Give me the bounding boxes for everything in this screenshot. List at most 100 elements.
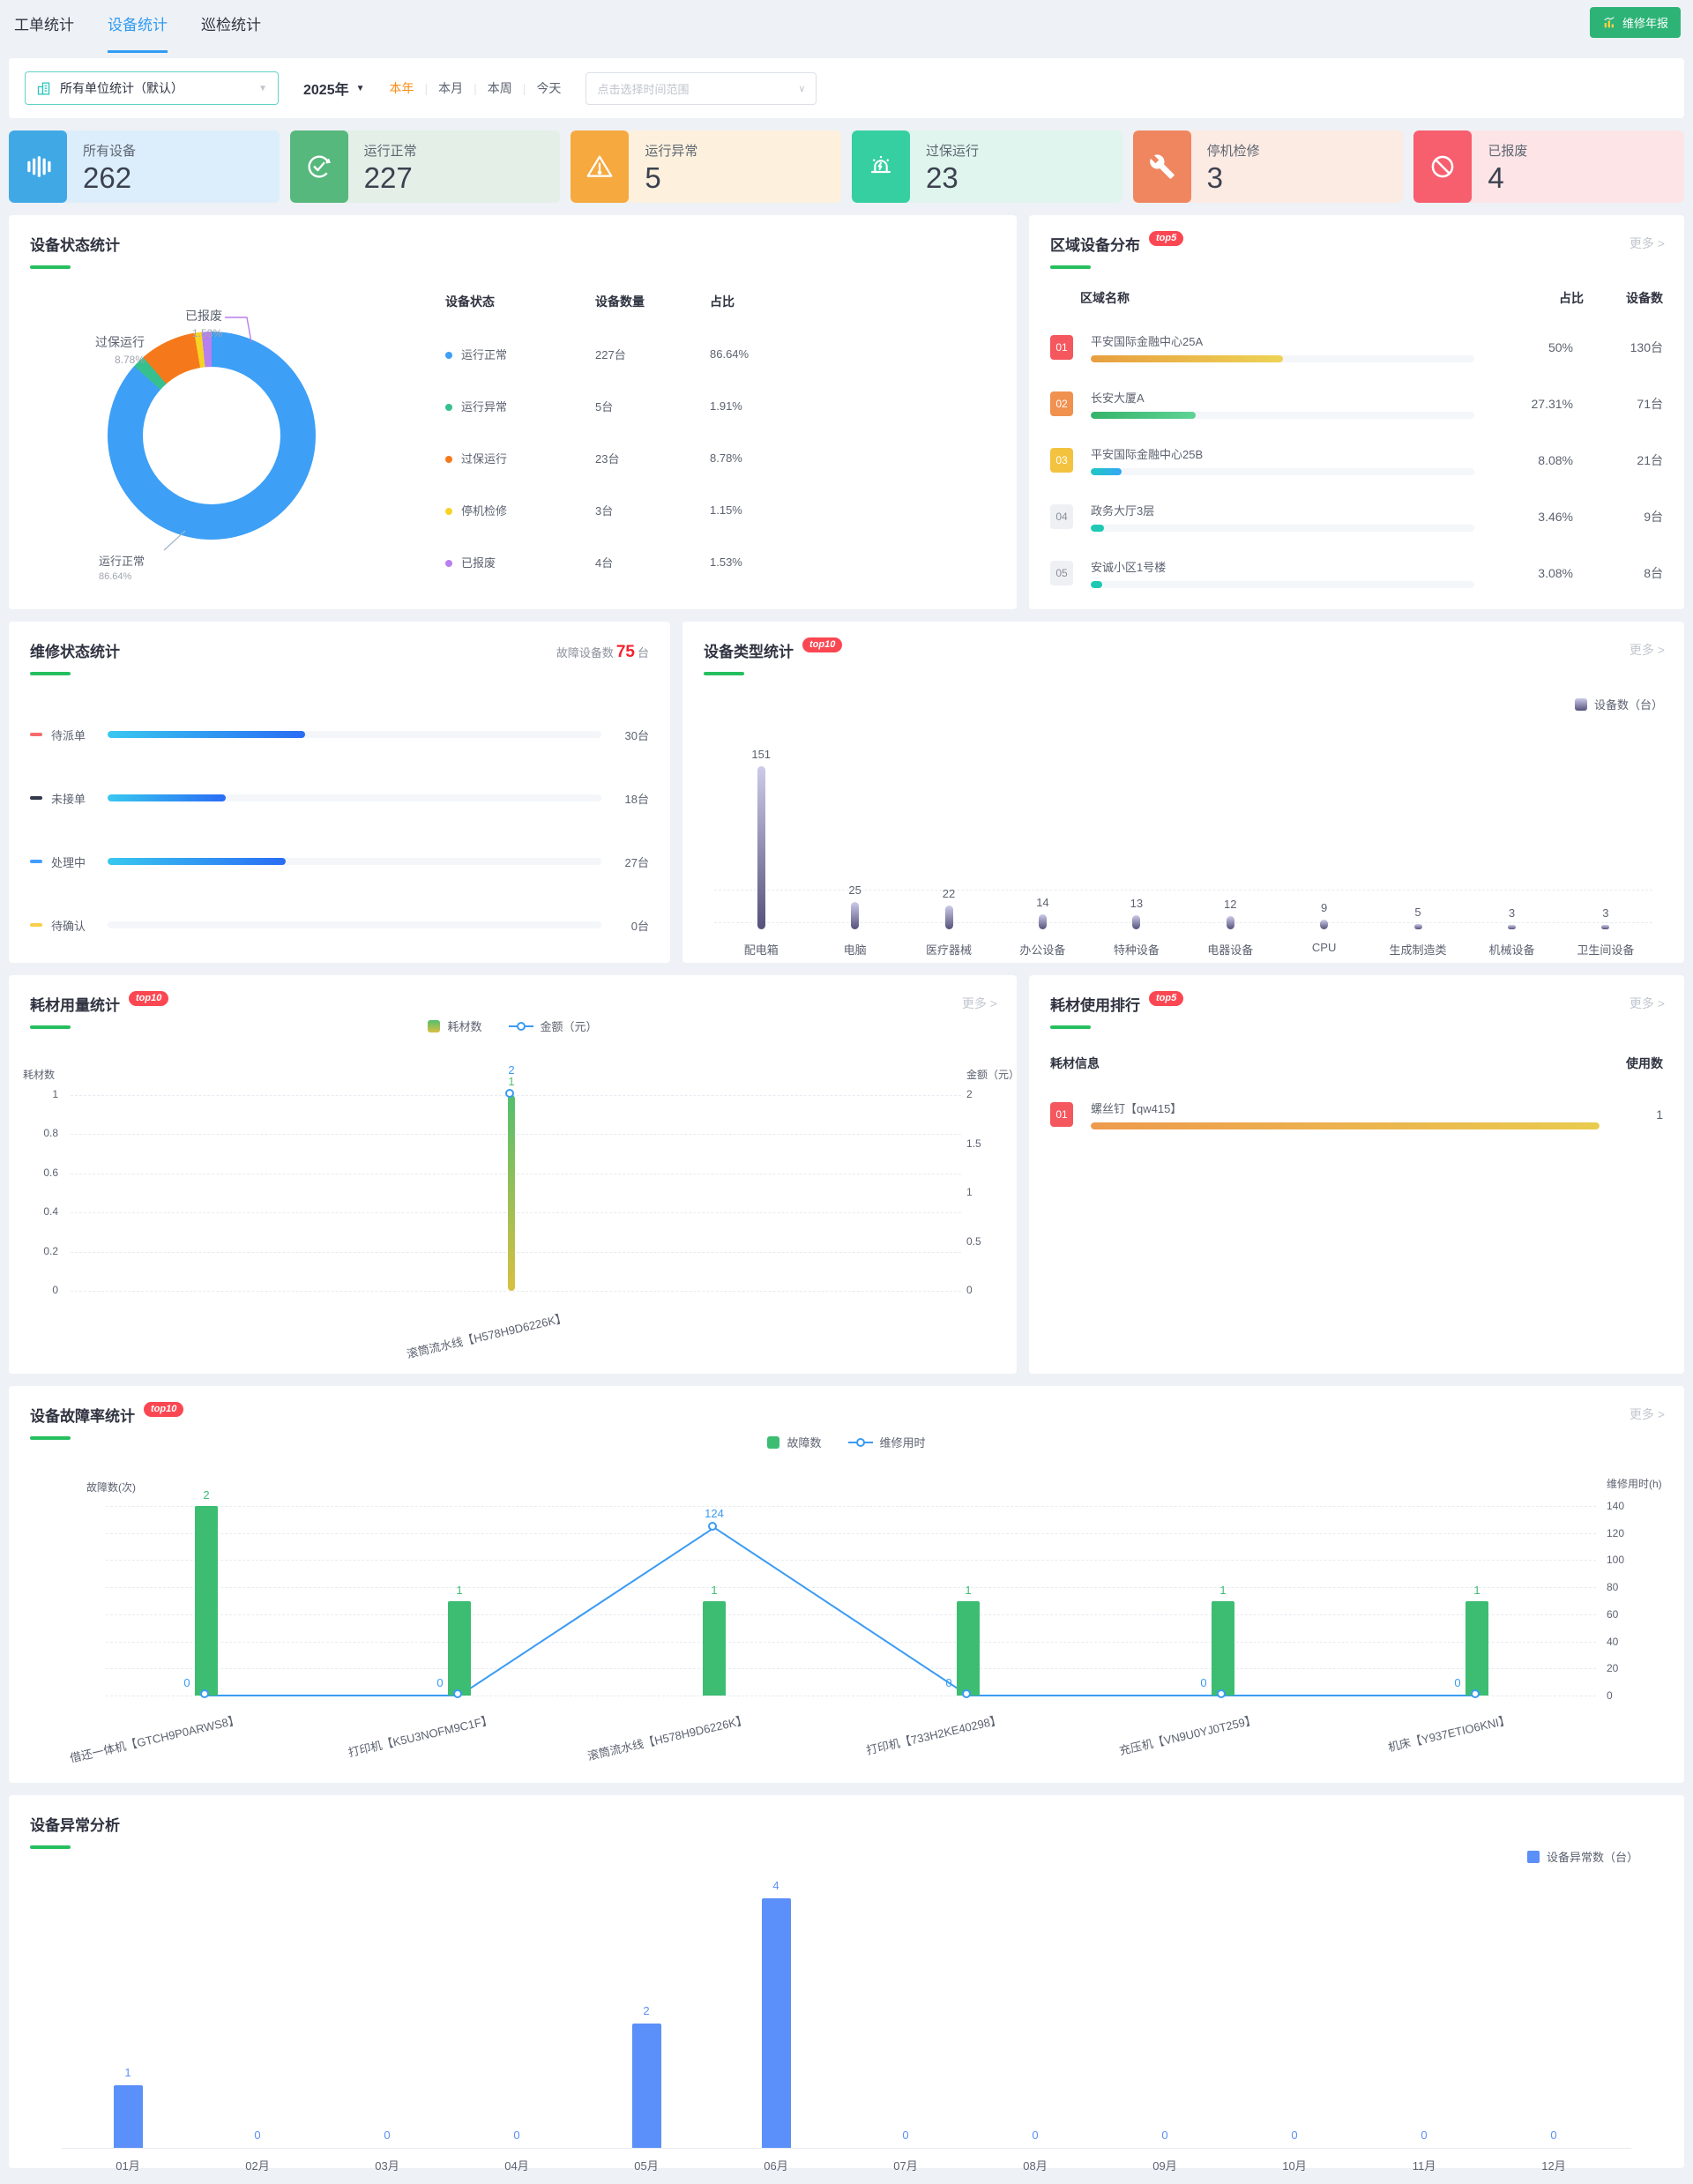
panel-title: 耗材用量统计: [30, 997, 120, 1014]
gridline: [106, 1587, 1596, 1589]
line-point: [708, 1521, 717, 1531]
quick-range-本年[interactable]: 本年: [389, 81, 414, 95]
stat-card-body: 已报废 4: [1472, 130, 1684, 203]
status-pct: 8.78%: [710, 451, 742, 465]
gridline: [106, 1506, 1596, 1507]
bar-value-label: 0: [1161, 2128, 1168, 2142]
progress-track: [108, 731, 601, 738]
date-range-placeholder: 点击选择时间范围: [597, 82, 690, 96]
year-select[interactable]: 2025年 ▼: [303, 78, 365, 99]
wrench-icon: [1132, 130, 1191, 203]
stat-card-body: 过保运行 23: [910, 130, 1122, 203]
category-label: 滚筒流水线【H578H9D6226K】: [585, 1712, 750, 1763]
region-main: 平安国际金融中心25B: [1091, 445, 1474, 475]
right-axis-tick: 1: [966, 1186, 973, 1198]
stat-card-label: 运行异常: [645, 144, 698, 159]
more-link[interactable]: 更多 >: [1629, 1407, 1665, 1421]
region-row: 05 安诚小区1号楼 3.08% 8台: [1050, 545, 1663, 601]
status-marker: [30, 923, 42, 927]
right-axis-tick: 0: [1607, 1689, 1613, 1702]
more-link[interactable]: 更多 >: [1629, 236, 1665, 250]
rank-badge: 01: [1050, 1102, 1073, 1127]
callout-label: 运行正常: [99, 555, 145, 568]
status-marker: [30, 796, 42, 800]
status-label: 过保运行: [461, 452, 508, 466]
rank-table-header: 耗材信息 使用数: [1050, 1055, 1663, 1072]
bar-value-label: 0: [254, 2128, 261, 2142]
quick-range-本周[interactable]: 本周: [487, 81, 512, 95]
bar-value-label: 2: [203, 1488, 210, 1502]
legend-circle: [855, 1437, 865, 1447]
progress-track: [1091, 468, 1474, 475]
more-link[interactable]: 更多 >: [961, 996, 997, 1010]
top-nav: 工单统计 设备统计 巡检统计 维修年报: [0, 0, 1693, 53]
stat-card-label: 所有设备: [83, 144, 137, 159]
bar: [1507, 925, 1516, 929]
bar-value-label: 1: [1219, 1583, 1227, 1597]
bar: [1320, 919, 1329, 929]
tab-巡检统计[interactable]: 巡检统计: [201, 17, 261, 34]
right-axis-tick: 40: [1607, 1635, 1619, 1648]
stat-card-body: 停机检修 3: [1191, 130, 1404, 203]
legend-dot: [445, 456, 452, 463]
status-pct: 1.15%: [710, 503, 742, 517]
date-range-input[interactable]: 点击选择时间范围 ∨: [585, 71, 817, 105]
category-label: 07月: [893, 2159, 918, 2173]
right-axis-title: 维修用时(h): [1607, 1478, 1662, 1490]
annual-report-button[interactable]: 维修年报: [1589, 7, 1681, 38]
status-pct: 1.91%: [710, 399, 742, 413]
more-link[interactable]: 更多 >: [1629, 643, 1665, 657]
consumable-rank-panel: 耗材使用排行 top5 更多 > 耗材信息 使用数 01 螺丝钉【qw415】 1: [1029, 975, 1684, 1374]
quick-range-今天[interactable]: 今天: [536, 81, 562, 95]
bar-value-label: 1: [965, 1583, 972, 1597]
rank-row: 01 螺丝钉【qw415】 1: [1050, 1086, 1663, 1143]
category-label: 借还一体机【GTCH9P0ARWS8】: [68, 1712, 242, 1765]
stat-card-value: 227: [363, 161, 413, 194]
repair-value: 30台: [624, 728, 649, 742]
fault-chart-legend: 故障数 维修用时: [9, 1434, 1684, 1450]
progress-fill: [1091, 581, 1103, 588]
more-link[interactable]: 更多 >: [1629, 996, 1665, 1010]
line-point: [962, 1689, 971, 1698]
usage-chart-legend: 耗材数 金额（元）: [9, 1017, 1017, 1034]
tab-工单统计[interactable]: 工单统计: [14, 17, 74, 34]
legend-item-line: 金额（元）: [508, 1017, 598, 1034]
bar-value-label: 0: [513, 2128, 520, 2142]
region-row: 04 政务大厅3层 3.46% 9台: [1050, 488, 1663, 545]
repair-status-panel: 维修状态统计 故障设备数 75 台 待派单 30台 未接单 18台 处理中 27台 待确认 0台: [9, 622, 670, 963]
top10-badge: top10: [144, 1402, 184, 1417]
category-label: 03月: [375, 2159, 399, 2173]
warning-triangle-icon: [571, 130, 630, 203]
region-count: 9台: [1644, 510, 1663, 524]
status-marker: [30, 733, 42, 736]
bar: [944, 906, 953, 929]
monthly-abnormal-panel: 设备异常分析 设备异常数（台） 1 01月 0 02月 0 03月 0 04月 2 05月 4 06月…: [9, 1795, 1684, 2173]
region-count: 21台: [1637, 453, 1663, 467]
unit-select[interactable]: 所有单位统计（默认） ▼: [25, 71, 279, 105]
right-axis-tick: 2: [966, 1088, 973, 1100]
status-pct: 1.53%: [710, 555, 742, 569]
progress-track: [108, 858, 601, 865]
region-table-header: 区域名称 占比 设备数: [1050, 289, 1663, 307]
line-point: [1471, 1689, 1480, 1698]
stat-card-所有设备: 所有设备 262: [9, 130, 280, 203]
tab-设备统计[interactable]: 设备统计: [108, 12, 168, 53]
gridline: [106, 1668, 1596, 1670]
quick-range-本月[interactable]: 本月: [438, 81, 464, 95]
consumable-name: 螺丝钉【qw415】: [1091, 1102, 1182, 1115]
panel-title: 耗材使用排行: [1050, 997, 1140, 1014]
legend-swatch: [428, 1019, 441, 1032]
bar: [1038, 913, 1047, 929]
rank-badge: 03: [1050, 448, 1073, 473]
category-label: 06月: [764, 2159, 788, 2173]
status-name-cell: 已报废: [445, 554, 595, 570]
legend-line-marker: [847, 1437, 873, 1447]
fault-total-unit: 台: [637, 646, 649, 660]
type-chart-column: 3 机械设备: [1465, 726, 1558, 957]
type-chart-column: 22 医疗器械: [902, 726, 996, 957]
rank-rows: 01 螺丝钉【qw415】 1: [1050, 1086, 1663, 1143]
legend-label: 金额（元）: [540, 1020, 598, 1033]
left-axis-tick: 0: [52, 1284, 58, 1296]
panel-title: 设备异常分析: [30, 1817, 120, 1834]
callout-normal: 运行正常 86.64%: [99, 552, 162, 582]
